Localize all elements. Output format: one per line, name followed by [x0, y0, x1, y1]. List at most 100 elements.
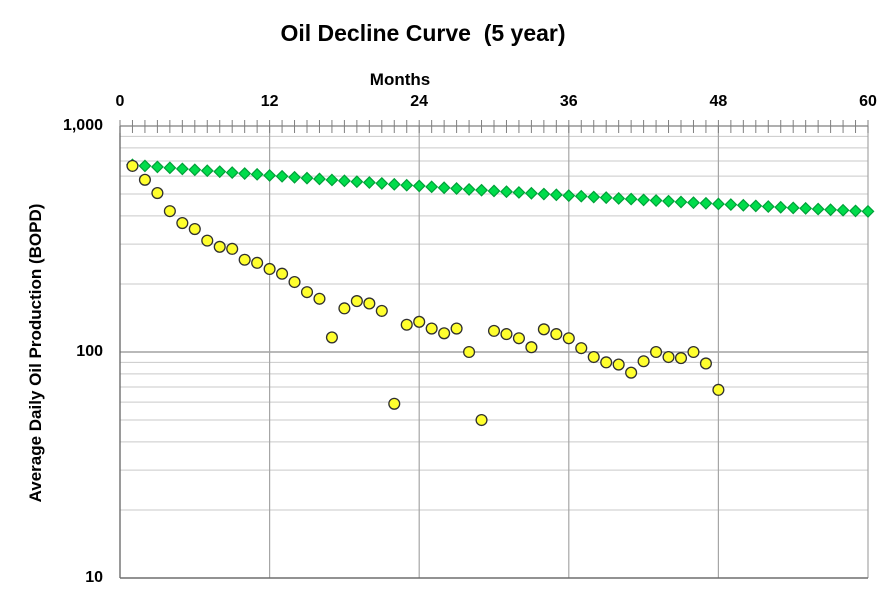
data-point-yellow-circle-monthly-production: [500, 328, 513, 341]
data-point-green-diamond-decline-curve: [263, 169, 277, 182]
x-axis-title: Months: [369, 70, 431, 89]
chart-title: Oil Decline Curve (5 year): [280, 20, 566, 46]
data-point-yellow-circle-monthly-production: [251, 256, 264, 269]
data-point-yellow-circle-monthly-production: [413, 315, 426, 328]
data-point-green-diamond-decline-curve: [213, 165, 227, 179]
data-point-yellow-circle-monthly-production: [313, 292, 326, 305]
data-point-green-diamond-decline-curve: [836, 203, 850, 217]
data-point-green-diamond-decline-curve: [362, 176, 376, 190]
data-point-green-diamond-decline-curve: [574, 189, 588, 203]
data-point-yellow-circle-monthly-production: [587, 350, 600, 364]
data-point-green-diamond-decline-curve: [387, 177, 401, 191]
data-point-green-diamond-decline-curve: [250, 167, 264, 181]
data-point-green-diamond-decline-curve: [562, 189, 576, 203]
y-tick-label-100: 100: [76, 343, 103, 360]
data-point-yellow-circle-monthly-production: [425, 322, 438, 335]
data-point-green-diamond-decline-curve: [300, 171, 314, 185]
y-tick-label-10: 10: [85, 569, 103, 586]
data-point-yellow-circle-monthly-production: [674, 352, 688, 365]
data-point-green-diamond-decline-curve: [238, 167, 252, 181]
data-point-green-diamond-decline-curve: [649, 194, 663, 207]
data-point-yellow-circle-monthly-production: [226, 242, 239, 255]
x-tick-label-60: 60: [859, 93, 877, 110]
data-point-green-diamond-decline-curve: [163, 161, 177, 175]
data-point-green-diamond-decline-curve: [849, 204, 862, 218]
data-point-yellow-circle-monthly-production: [699, 357, 712, 370]
x-tick-label-12: 12: [260, 93, 279, 110]
data-point-yellow-circle-monthly-production: [562, 332, 575, 345]
data-point-yellow-circle-monthly-production: [276, 267, 289, 280]
data-point-yellow-circle-monthly-production: [600, 356, 613, 369]
data-point-green-diamond-decline-curve: [150, 160, 164, 174]
data-point-green-diamond-decline-curve: [599, 191, 613, 205]
data-point-green-diamond-decline-curve: [313, 172, 326, 186]
data-point-green-diamond-decline-curve: [612, 192, 626, 205]
data-point-green-diamond-decline-curve: [824, 203, 838, 217]
data-point-green-diamond-decline-curve: [350, 175, 364, 189]
data-point-green-diamond-decline-curve: [138, 159, 152, 173]
data-point-green-diamond-decline-curve: [412, 179, 426, 193]
data-point-green-diamond-decline-curve: [500, 185, 513, 199]
data-point-green-diamond-decline-curve: [188, 163, 202, 177]
data-point-yellow-circle-monthly-production: [450, 322, 463, 335]
data-point-green-diamond-decline-curve: [736, 198, 750, 212]
data-point-yellow-circle-monthly-production: [263, 262, 276, 276]
data-point-yellow-circle-monthly-production: [575, 342, 588, 355]
data-point-yellow-circle-monthly-production: [338, 302, 351, 315]
data-point-green-diamond-decline-curve: [811, 202, 825, 216]
data-point-yellow-circle-monthly-production: [213, 240, 226, 253]
data-point-yellow-circle-monthly-production: [151, 187, 164, 200]
data-point-yellow-circle-monthly-production: [662, 350, 675, 364]
data-point-yellow-circle-monthly-production: [350, 295, 363, 308]
data-point-yellow-circle-monthly-production: [537, 323, 550, 336]
data-point-green-diamond-decline-curve: [437, 181, 451, 195]
data-point-green-diamond-decline-curve: [225, 166, 239, 180]
data-point-yellow-circle-monthly-production: [300, 286, 314, 299]
data-point-green-diamond-decline-curve: [861, 204, 875, 218]
data-point-yellow-circle-monthly-production: [363, 297, 376, 310]
data-point-yellow-circle-monthly-production: [487, 324, 501, 337]
data-point-green-diamond-decline-curve: [786, 201, 800, 215]
x-tick-label-0: 0: [115, 93, 125, 110]
data-point-yellow-circle-monthly-production: [525, 341, 538, 354]
data-point-green-diamond-decline-curve: [774, 200, 788, 214]
data-point-green-diamond-decline-curve: [549, 188, 563, 202]
data-point-green-diamond-decline-curve: [375, 176, 389, 190]
data-point-green-diamond-decline-curve: [687, 196, 700, 210]
data-point-yellow-circle-monthly-production: [712, 383, 725, 396]
data-point-green-diamond-decline-curve: [724, 198, 738, 212]
data-point-yellow-circle-monthly-production: [687, 345, 700, 359]
data-point-green-diamond-decline-curve: [749, 199, 763, 213]
data-point-green-diamond-decline-curve: [487, 184, 501, 198]
data-point-green-diamond-decline-curve: [275, 169, 289, 183]
data-point-yellow-circle-monthly-production: [238, 253, 251, 266]
data-point-green-diamond-decline-curve: [175, 162, 189, 176]
data-point-green-diamond-decline-curve: [425, 180, 439, 194]
data-point-yellow-circle-monthly-production: [325, 331, 338, 344]
data-point-yellow-circle-monthly-production: [176, 217, 189, 230]
data-point-green-diamond-decline-curve: [761, 200, 775, 214]
data-point-yellow-circle-monthly-production: [463, 345, 476, 359]
data-point-green-diamond-decline-curve: [288, 170, 301, 184]
data-point-green-diamond-decline-curve: [325, 173, 339, 187]
data-point-green-diamond-decline-curve: [537, 187, 551, 201]
data-point-green-diamond-decline-curve: [624, 192, 638, 206]
data-point-yellow-circle-monthly-production: [550, 328, 563, 341]
data-point-yellow-circle-monthly-production: [475, 413, 488, 427]
data-point-yellow-circle-monthly-production: [650, 345, 663, 359]
x-tick-label-48: 48: [709, 93, 728, 110]
data-point-green-diamond-decline-curve: [711, 197, 725, 211]
data-point-green-diamond-decline-curve: [699, 196, 713, 210]
data-point-green-diamond-decline-curve: [462, 182, 476, 196]
data-point-green-diamond-decline-curve: [450, 182, 464, 195]
data-point-yellow-circle-monthly-production: [400, 318, 413, 331]
data-point-yellow-circle-monthly-production: [375, 304, 388, 317]
data-point-green-diamond-decline-curve: [400, 178, 414, 192]
data-point-green-diamond-decline-curve: [475, 183, 488, 197]
data-point-yellow-circle-monthly-production: [163, 205, 176, 218]
data-point-green-diamond-decline-curve: [512, 186, 526, 199]
data-point-green-diamond-decline-curve: [587, 190, 601, 204]
data-point-green-diamond-decline-curve: [200, 164, 214, 178]
data-point-green-diamond-decline-curve: [662, 194, 675, 208]
data-point-yellow-circle-monthly-production: [201, 234, 214, 247]
